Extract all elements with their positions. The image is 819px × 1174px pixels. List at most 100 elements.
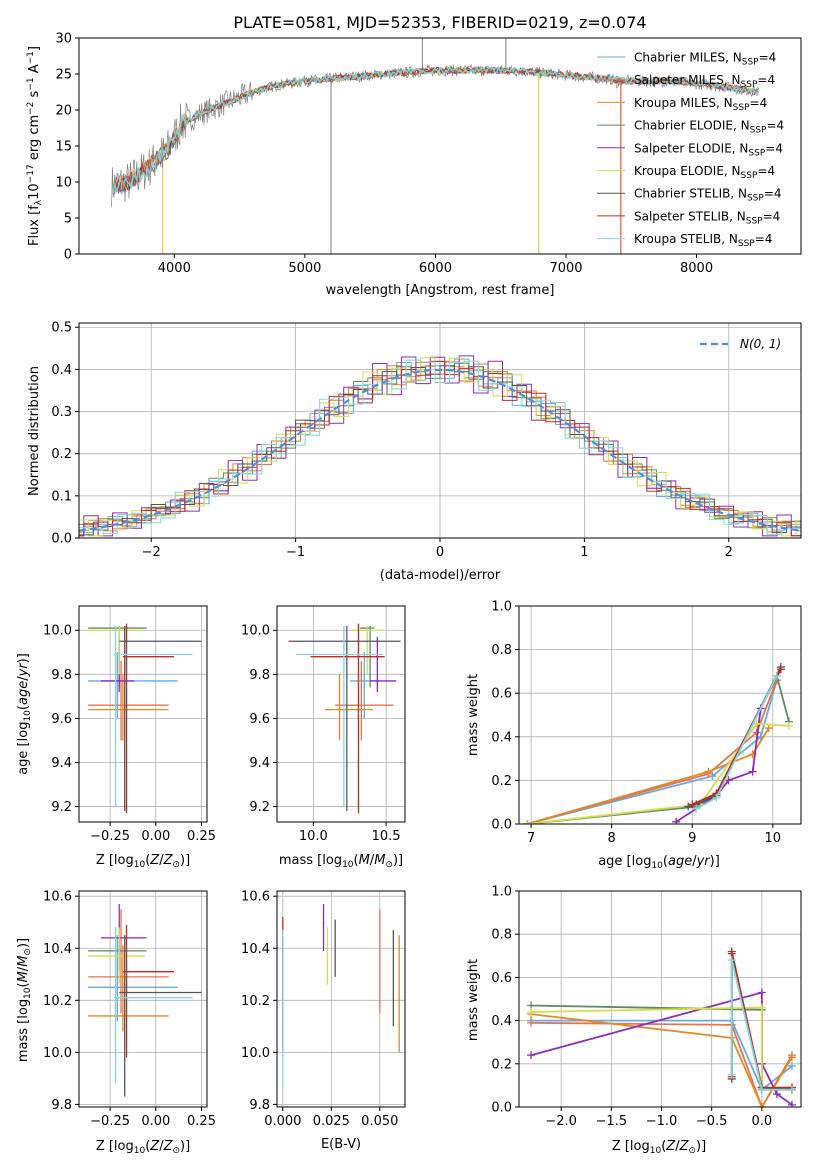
mw-age-xtick-label: 9 (688, 831, 696, 846)
legend-label: Kroupa ELODIE, NSSP=4 (634, 164, 775, 181)
weight-marker (757, 988, 766, 997)
mw-age-ytick-label: 0.2 (491, 774, 512, 789)
weight-line (530, 1013, 793, 1107)
weight-marker (527, 1018, 536, 1027)
residuals-xtick-label: −1 (286, 545, 305, 560)
weight-marker (704, 767, 713, 776)
weight-line (730, 959, 792, 1091)
mw-z-ytick-label: 0.0 (491, 1101, 512, 1116)
age-z-ytick-label: 9.8 (51, 668, 72, 683)
mw-z-xtick-label: −2.0 (545, 1114, 577, 1129)
mw-age-ytick-label: 0.8 (491, 643, 512, 658)
age-mass-errorbars (288, 623, 401, 814)
mw-z-ylabel: mass weight (466, 959, 481, 1041)
age-vs-z-panel: Z [log10(Z/Z⊙)] age [log10(age/yr)] −0.2… (16, 605, 216, 870)
age-z-xtick-label: −0.25 (90, 829, 130, 844)
mw-z-lines (527, 947, 796, 1107)
mass-weight-vs-z-panel: Z [log10(Z/Z⊙)] mass weight −2.0 −1.5 −1.0… (466, 885, 802, 1156)
age-mass-ytick-label: 9.8 (249, 668, 270, 683)
weight-marker (748, 767, 757, 776)
residuals-frame (78, 322, 802, 539)
spectrum-ytick-label: 0 (64, 248, 72, 263)
spectrum-ytick-label: 10 (55, 176, 72, 191)
mass-ebv-xtick-label: 0.025 (313, 1114, 350, 1129)
residuals-ytick-label: 0.3 (51, 405, 72, 420)
weight-marker (672, 817, 681, 824)
mw-age-xtick-label: 7 (527, 831, 535, 846)
mass-ebv-xlabel: E(B-V) (321, 1137, 361, 1152)
weight-marker (787, 1053, 796, 1062)
spectrum-xlabel: wavelength [Angstrom, rest frame] (326, 283, 555, 298)
mw-age-frame (518, 605, 802, 825)
spectrum-ylabel: Flux [fλ10−17 erg cm−2 s−1 A−1] (26, 46, 44, 246)
mass-z-ytick-label: 10.4 (43, 942, 72, 957)
mw-age-xtick-label: 10 (765, 831, 782, 846)
mass-vs-z-panel: Z [log10(Z/Z⊙)] mass [log10(M/M⊙)] −0.25… (16, 890, 216, 1156)
legend-label: Chabrier STELIB, NSSP=4 (634, 187, 782, 204)
weight-marker (523, 820, 532, 824)
weight-marker (712, 793, 721, 802)
residuals-ytick-label: 0.4 (51, 363, 72, 378)
mass-z-ytick-label: 10.6 (43, 890, 72, 905)
residuals-xtick-label: 2 (725, 545, 733, 560)
legend-label: Salpeter STELIB, NSSP=4 (634, 209, 780, 226)
mw-age-ytick-label: 0.6 (491, 687, 512, 702)
age-z-xlabel: Z [log10(Z/Z⊙)] (96, 853, 190, 870)
age-z-ytick-label: 9.6 (51, 712, 72, 727)
age-mass-ytick-label: 9.4 (249, 756, 270, 771)
residuals-ytick-label: 0.1 (51, 489, 72, 504)
weight-marker (772, 671, 781, 680)
legend-label: Chabrier MILES, NSSP=4 (634, 51, 776, 68)
mw-age-ytick-label: 0.0 (491, 818, 512, 833)
mass-ebv-frame (276, 890, 406, 1108)
age-mass-ytick-label: 9.2 (249, 800, 270, 815)
age-mass-ytick-label: 9.6 (249, 712, 270, 727)
weight-marker (776, 665, 785, 674)
mw-age-ylabel: mass weight (466, 674, 481, 756)
mw-age-lines (523, 663, 793, 824)
age-mass-ytick-label: 10.0 (241, 624, 270, 639)
residuals-xtick-label: −2 (142, 545, 161, 560)
age-z-xtick-label: 0.00 (141, 829, 170, 844)
residuals-ytick-label: 0.2 (51, 447, 72, 462)
weight-marker (527, 1007, 536, 1016)
normal-legend-label: N(0, 1) (740, 337, 781, 351)
mw-z-ytick-label: 1.0 (491, 885, 512, 900)
residuals-xtick-label: 1 (580, 545, 588, 560)
mass-z-xtick-label: −0.25 (90, 1114, 130, 1129)
age-z-frame (78, 605, 208, 823)
normal-curve (79, 368, 801, 532)
histogram-series (79, 359, 801, 535)
weight-line (526, 679, 778, 824)
mass-vs-ebv-panel: E(B-V) 0.000 0.025 0.050 9.8 10.0 10.2 10.4 10.… (241, 890, 406, 1152)
weight-marker (727, 956, 736, 965)
mass-ebv-xtick-label: 0.000 (264, 1114, 301, 1129)
spectrum-ytick-label: 5 (64, 212, 72, 227)
weight-marker (787, 1085, 796, 1094)
residuals-ytick-label: 0.0 (51, 532, 72, 547)
mass-ebv-xtick-label: 0.050 (361, 1114, 398, 1129)
legend-label: Salpeter MILES, NSSP=4 (634, 73, 775, 90)
mw-age-ytick-label: 1.0 (491, 600, 512, 615)
weight-marker (688, 800, 697, 809)
age-mass-xtick-label: 10.0 (299, 829, 328, 844)
weight-marker (787, 1061, 796, 1070)
weight-marker (727, 1070, 736, 1079)
weight-marker (772, 1090, 781, 1099)
residual-histograms (79, 355, 801, 537)
spectrum-xtick-label: 7000 (549, 261, 582, 276)
model-spectrum-line (112, 65, 759, 195)
mass-z-xtick-label: 0.25 (187, 1114, 216, 1129)
spectrum-frame (78, 37, 802, 255)
legend-label: Salpeter ELODIE, NSSP=4 (634, 141, 783, 158)
spectrum-xtick-label: 8000 (680, 261, 713, 276)
mass-z-frame (78, 890, 208, 1108)
spectrum-ytick-label: 30 (55, 32, 72, 47)
weight-marker (692, 804, 701, 813)
spectrum-title: PLATE=0581, MJD=52353, FIBERID=0219, z=0… (233, 13, 646, 32)
spectrum-xtick-label: 5000 (288, 261, 321, 276)
weight-marker (527, 1051, 536, 1060)
mw-z-xtick-label: 0.0 (752, 1114, 773, 1129)
age-vs-mass-panel: mass [log10(M/M⊙)] 10.0 10.5 9.2 9.4 9.6 9.8 1… (241, 605, 406, 870)
legend-label: Kroupa MILES, NSSP=4 (634, 96, 767, 113)
